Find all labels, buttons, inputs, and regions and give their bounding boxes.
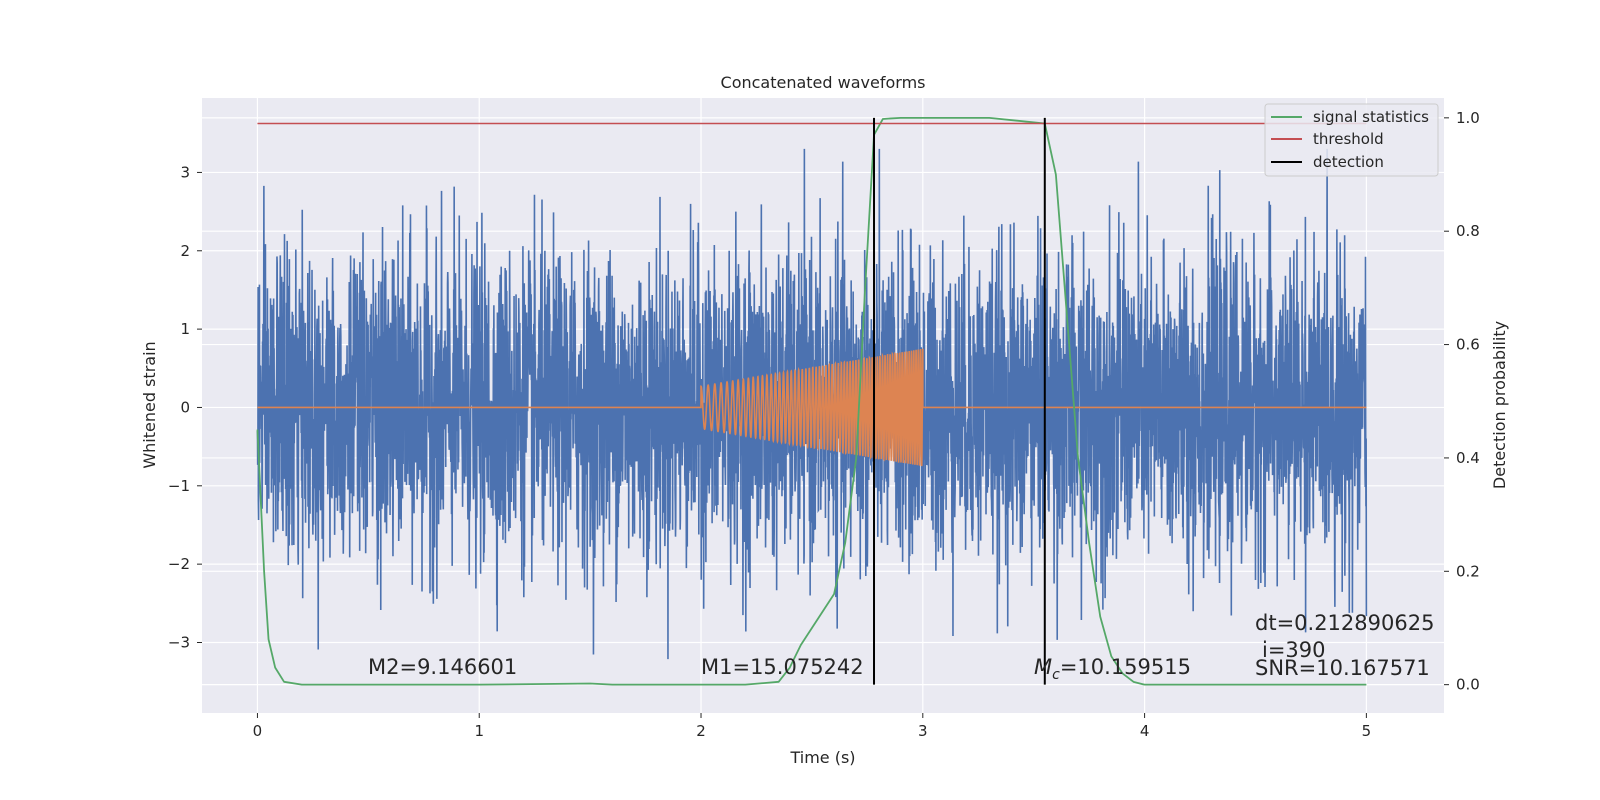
y-left-tick-label: 2 — [180, 242, 190, 260]
annotation-dt: dt=0.212890625 — [1255, 611, 1434, 635]
y-right-tick-label: 0.2 — [1456, 562, 1480, 580]
noise-line — [256, 148, 1368, 660]
signal-statistics-line — [256, 116, 1367, 686]
x-axis-label: Time (s) — [789, 748, 855, 767]
legend-label-signal-statistics: signal statistics — [1313, 108, 1429, 126]
y-left-tick-label: −2 — [168, 555, 190, 573]
legend-label-threshold: threshold — [1313, 130, 1384, 148]
waveform-line — [257, 348, 1367, 467]
x-tick-label: 0 — [253, 722, 263, 740]
y-axis-label-left: Whitened strain — [140, 341, 159, 468]
x-tick-label: 5 — [1362, 722, 1372, 740]
legend-box — [1264, 103, 1439, 177]
y-right-tick-label: 0.6 — [1456, 336, 1480, 354]
y-left-tick-label: 3 — [180, 163, 190, 181]
y-axis-label-right: Detection probability — [1490, 321, 1509, 489]
legend: signal statistics threshold detection — [1264, 103, 1439, 177]
annotation-m2: M2=9.146601 — [368, 655, 517, 679]
y-left-tick-label: 0 — [180, 398, 190, 416]
y-left-tick-label: −1 — [168, 477, 190, 495]
annotation-i: i=390 — [1262, 638, 1326, 662]
x-tick-label: 4 — [1140, 722, 1150, 740]
y-right-tick-label: 1.0 — [1456, 109, 1480, 127]
legend-label-detection: detection — [1313, 153, 1384, 171]
annotation-mc-value: =10.159515 — [1060, 655, 1191, 679]
detection-series — [873, 117, 1046, 685]
noise-series — [256, 148, 1368, 660]
x-tick-label: 3 — [918, 722, 928, 740]
x-tick-label: 2 — [696, 722, 706, 740]
y-right-tick-label: 0.0 — [1456, 676, 1480, 694]
y-right-tick-label: 0.8 — [1456, 222, 1480, 240]
y-left-tick-label: 1 — [180, 320, 190, 338]
waveform-series — [257, 348, 1367, 467]
annotation-mc-sub: c — [1052, 667, 1060, 683]
y-left-tick-label: −3 — [168, 633, 190, 651]
chart-title: Concatenated waveforms — [721, 73, 926, 92]
signal-statistics-series — [256, 116, 1367, 686]
y-right-tick-label: 0.4 — [1456, 449, 1480, 467]
annotation-m1: M1=15.075242 — [701, 655, 864, 679]
axes-ticks: 0 1 2 3 4 5 −3 −2 −1 0 1 2 3 0.0 0.2 0.4 0.6 0.8 1.0 — [168, 109, 1480, 740]
annotation-mc: Mc=10.159515 — [1034, 655, 1191, 683]
annotation-snr: SNR=10.167571 — [1255, 656, 1430, 680]
x-tick-label: 1 — [474, 722, 484, 740]
annotation-mc-symbol: M — [1034, 655, 1052, 679]
